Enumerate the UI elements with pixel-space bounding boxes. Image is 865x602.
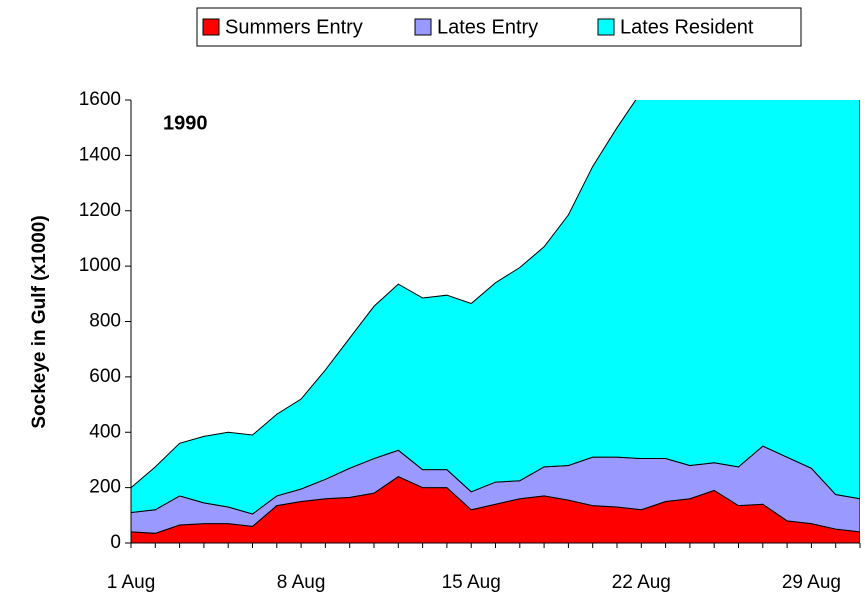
y-tick-label: 0	[110, 532, 121, 553]
annotation: 1990	[163, 112, 208, 134]
y-tick-label: 200	[89, 477, 121, 498]
legend-swatch	[597, 18, 615, 36]
legend: Summers Entry Lates Entry Lates Resident	[202, 16, 754, 38]
legend-label: Lates Entry	[437, 16, 538, 38]
x-tick-label: 22 Aug	[612, 572, 671, 593]
legend-swatch	[414, 18, 432, 36]
y-tick-label: 400	[89, 421, 121, 442]
legend-swatch	[202, 18, 220, 36]
y-tick-label: 1600	[79, 89, 121, 110]
legend-label: Summers Entry	[225, 16, 363, 38]
plot-area	[131, 100, 860, 543]
axes: 0 200 400 600 800 1000 1200 1400 1600 1 Aug 8 Aug 1…	[79, 89, 861, 593]
legend-label: Lates Resident	[620, 16, 754, 38]
y-axis-label: Sockeye in Gulf (x1000)	[29, 215, 50, 428]
legend-box	[196, 7, 802, 47]
x-tick-label: 15 Aug	[442, 572, 501, 593]
area	[131, 100, 860, 515]
y-tick-label: 1000	[79, 255, 121, 276]
x-tick-label: 1 Aug	[107, 572, 156, 593]
y-tick-label: 1400	[79, 144, 121, 165]
x-tick-label: 29 Aug	[782, 572, 841, 593]
x-tick-label: 8 Aug	[277, 572, 326, 593]
y-tick-label: 800	[89, 311, 121, 332]
y-tick-label: 1200	[79, 200, 121, 221]
y-tick-label: 600	[89, 366, 121, 387]
